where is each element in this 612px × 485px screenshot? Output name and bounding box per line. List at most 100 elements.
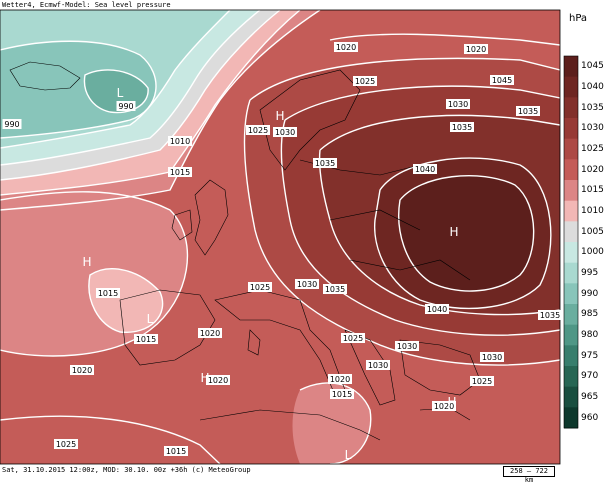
high-pressure-marker: H — [82, 255, 91, 269]
legend-unit: hPa — [569, 13, 588, 24]
isobar-label: 1015 — [168, 167, 192, 177]
low-pressure-marker: L — [117, 86, 124, 100]
legend-swatch-985 — [564, 304, 578, 326]
legend-swatch-965 — [564, 386, 578, 408]
isobar-label-text: 1020 — [466, 45, 486, 54]
isobar-label: 1020 — [464, 44, 488, 54]
isobar-label: 1020 — [206, 375, 230, 385]
isobar-label-text: 1030 — [397, 342, 417, 351]
isobar-label: 990 — [2, 119, 22, 129]
legend-swatch-1045 — [564, 56, 578, 78]
isobar-label: 1025 — [341, 333, 365, 343]
isobar-label: 1020 — [198, 328, 222, 338]
legend-color-bar — [563, 55, 579, 429]
legend-swatch-1040 — [564, 76, 578, 98]
coastlines — [9, 61, 481, 441]
scale-indicator: 258 – 722 km — [503, 466, 555, 484]
isobar-label: 1040 — [425, 304, 449, 314]
isobar-label-text: 1030 — [448, 100, 468, 109]
isobar-label: 1020 — [328, 374, 352, 384]
isobar-label-text: 1035 — [518, 107, 538, 116]
isobar-label: 1035 — [313, 158, 337, 168]
isobar-label-text: 1035 — [325, 285, 345, 294]
isobar-label: 1030 — [366, 360, 390, 370]
isobar-label-text: 1025 — [343, 334, 363, 343]
pressure-center-layer: H H H L L L H H — [82, 86, 458, 462]
isobar-label-text: 1045 — [492, 76, 512, 85]
isobar-label-text: 1025 — [250, 283, 270, 292]
isobar-label-text: 1040 — [427, 305, 447, 314]
legend-swatch-970 — [564, 366, 578, 388]
isobar-label-text: 1025 — [248, 126, 268, 135]
legend-label-975: 975 — [581, 350, 599, 361]
legend-swatch-980 — [564, 324, 578, 346]
isobar-label-text: 1015 — [98, 289, 118, 298]
legend-label-1035: 1035 — [581, 102, 604, 113]
isobar-label: 1025 — [353, 76, 377, 86]
isobar-label: 1035 — [516, 106, 540, 116]
isobar-label: 1030 — [480, 352, 504, 362]
field-1010-iberia — [88, 268, 163, 333]
isobar-label-text: 1020 — [208, 376, 228, 385]
isobar-label: 1025 — [248, 282, 272, 292]
legend-label-1000: 1000 — [581, 247, 604, 258]
high-pressure-marker: H — [200, 371, 209, 385]
legend-label-1030: 1030 — [581, 123, 604, 134]
isobar-label-text: 1025 — [56, 440, 76, 449]
high-pressure-marker: H — [447, 395, 456, 409]
legend-swatch-995 — [564, 262, 578, 284]
legend-label-1020: 1020 — [581, 164, 604, 175]
isobar-label: 1015 — [330, 389, 354, 399]
isobar-label: 1020 — [334, 42, 358, 52]
legend-swatch-1000 — [564, 242, 578, 264]
legend-swatch-1035 — [564, 97, 578, 119]
isobar-label-text: 990 — [118, 102, 133, 111]
isobar-label-text: 1030 — [275, 128, 295, 137]
isobar-label: 1025 — [470, 376, 494, 386]
legend-label-1045: 1045 — [581, 61, 604, 72]
legend-label-980: 980 — [581, 330, 599, 340]
isobar-label: 1040 — [413, 164, 437, 174]
map-header: Wetter4, Ecmwf-Model: Sea level pressure — [2, 1, 171, 9]
field-1015-med — [292, 382, 371, 464]
map-border — [0, 9, 561, 465]
legend-swatch-990 — [564, 283, 578, 305]
isobar-label-text: 1025 — [355, 77, 375, 86]
low-pressure-marker: L — [345, 448, 352, 462]
isobar-label: 1035 — [450, 122, 474, 132]
isobar-label: 1035 — [538, 310, 562, 320]
high-pressure-marker: H — [275, 109, 284, 123]
isobar-label: 1020 — [70, 365, 94, 375]
legend-swatch-1015 — [564, 180, 578, 202]
legend-label-1025: 1025 — [581, 144, 604, 154]
isobars — [0, 10, 560, 464]
legend-swatch-1020 — [564, 159, 578, 181]
legend-swatch-1005 — [564, 221, 578, 243]
isobar-label-text: 1030 — [368, 361, 388, 370]
isobar-label-layer: 1020 1020 1025 1045 1030 1035 1025 1030 1035 1035… — [2, 42, 562, 456]
isobar-label-text: 1035 — [452, 123, 472, 132]
isobar-label-text: 1010 — [170, 137, 190, 146]
isobar-label: 1030 — [273, 127, 297, 137]
isobar-label-text: 1020 — [330, 375, 350, 384]
legend-swatch-960 — [564, 407, 578, 429]
legend-label-1010: 1010 — [581, 206, 604, 216]
isobar-label-text: 1030 — [482, 353, 502, 362]
legend-label-985: 985 — [581, 309, 599, 320]
field-990-north — [0, 41, 157, 138]
isobar-label-text: 1020 — [200, 329, 220, 338]
low-pressure-marker: L — [147, 312, 154, 326]
map-footer: Sat, 31.10.2015 12:00z, MOD: 30.10. 00z … — [2, 466, 251, 474]
legend-label-990: 990 — [581, 288, 599, 299]
isobar-label: 1015 — [96, 288, 120, 298]
isobar-label: 1010 — [168, 136, 192, 146]
isobar-label-text: 1035 — [315, 159, 335, 168]
isobar-label-text: 990 — [4, 120, 19, 129]
isobar-label-text: 1020 — [72, 366, 92, 375]
legend-swatch-1030 — [564, 118, 578, 140]
isobar-label: 990 — [116, 101, 136, 111]
isobar-label-text: 1020 — [434, 402, 454, 411]
isobar-label: 1015 — [164, 446, 188, 456]
legend-bar-frame — [563, 55, 579, 429]
